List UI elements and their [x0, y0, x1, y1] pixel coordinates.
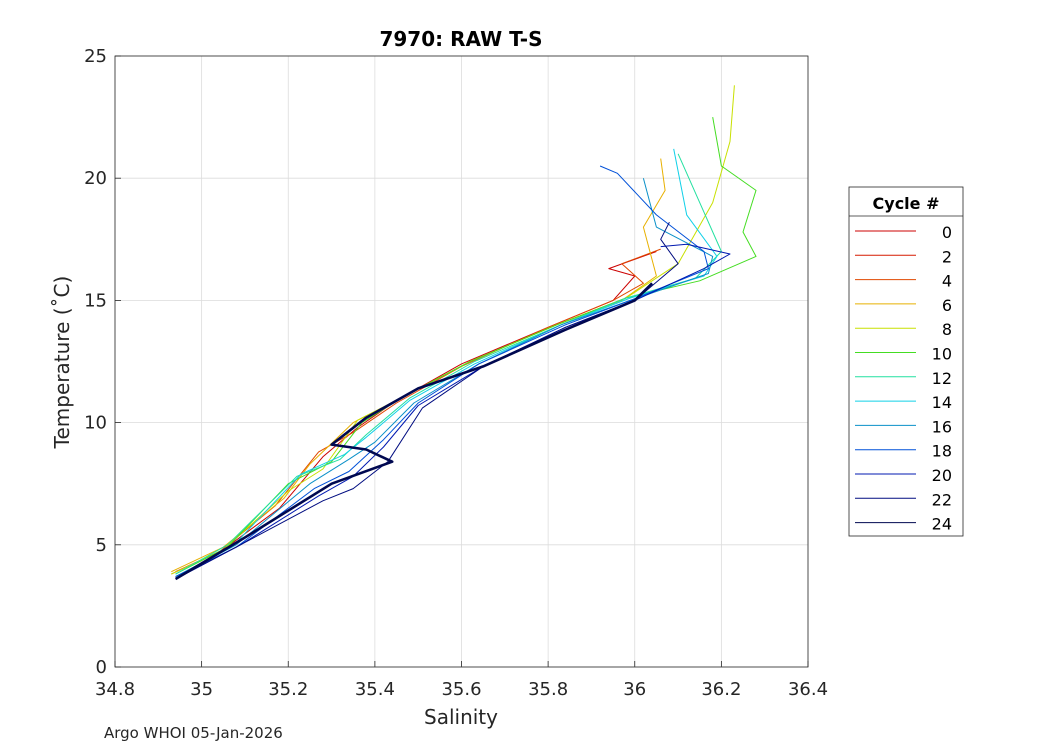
- legend-label: 24: [932, 515, 952, 534]
- x-tick-label: 35.8: [528, 679, 568, 700]
- x-tick-label: 35.4: [355, 679, 395, 700]
- series-line: [175, 117, 757, 575]
- x-tick-label: 34.8: [95, 679, 135, 700]
- legend-label: 22: [932, 490, 952, 509]
- x-tick-label: 35: [190, 679, 213, 700]
- legend-label: 0: [942, 223, 952, 242]
- legend-label: 10: [932, 345, 952, 364]
- series-line: [174, 282, 654, 581]
- y-axis-label: Temperature (˚C): [50, 276, 74, 450]
- series-line: [175, 148, 718, 578]
- legend-box: [848, 186, 964, 537]
- series-group: [171, 85, 757, 581]
- series-line: [175, 153, 722, 575]
- x-tick-label: 36.4: [788, 679, 828, 700]
- y-tick-label: 25: [84, 46, 107, 67]
- legend-label: 2: [942, 247, 952, 266]
- legend-label: 12: [932, 369, 952, 388]
- x-tick-label: 35.6: [441, 679, 481, 700]
- legend-label: 18: [932, 442, 952, 461]
- y-tick-label: 0: [96, 657, 107, 678]
- x-tick-label: 36: [623, 679, 646, 700]
- x-axis-label: Salinity: [424, 705, 498, 729]
- y-tick-label: 5: [96, 535, 107, 556]
- legend-title: Cycle #: [873, 194, 940, 213]
- chart-title: 7970: RAW T-S: [379, 27, 542, 51]
- legend-label: 14: [932, 393, 952, 412]
- series-line: [175, 251, 657, 573]
- legend-label: 8: [942, 320, 952, 339]
- x-tick-labels: 34.8 35 35.2 35.4 35.6 35.8 36 36.2 36.4: [95, 679, 828, 700]
- y-tick-label: 15: [84, 290, 107, 311]
- plot-frame: [114, 55, 809, 668]
- series-line: [175, 165, 709, 578]
- legend-label: 6: [942, 296, 952, 315]
- y-tick-labels: 0 5 10 15 20 25: [84, 46, 107, 678]
- y-tick-label: 10: [84, 413, 107, 434]
- series-line: [175, 221, 679, 580]
- x-tick-label: 36.2: [701, 679, 741, 700]
- legend-label: 16: [932, 417, 952, 436]
- x-tick-label: 35.2: [268, 679, 308, 700]
- legend-label: 4: [942, 272, 952, 291]
- footer-credit: Argo WHOI 05-Jan-2026: [104, 724, 283, 742]
- legend-label: 20: [932, 466, 952, 485]
- y-tick-label: 20: [84, 168, 107, 189]
